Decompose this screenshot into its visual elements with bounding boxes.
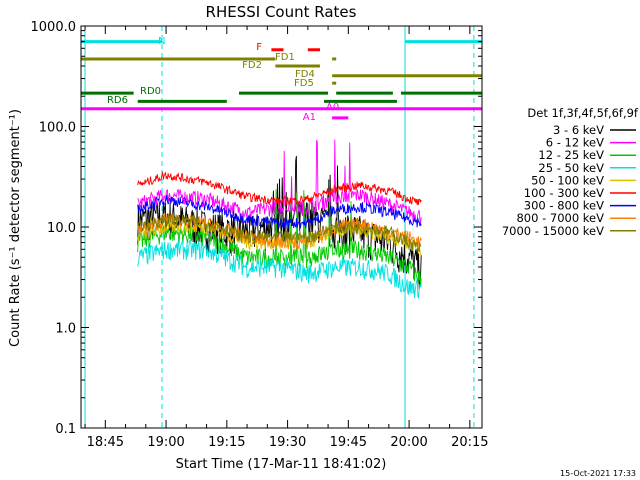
flag-label: RD0: [140, 86, 161, 97]
x-tick-label: 19:15: [208, 435, 245, 450]
x-tick-label: 20:00: [390, 435, 427, 450]
y-axis: 0.1 1.0 10.0 100.0 1000.0: [31, 20, 482, 437]
flag-label: A1: [303, 112, 316, 123]
flag-label: FD5: [294, 78, 314, 89]
legend-title: Det 1f,3f,4f,5f,6f,9f: [527, 106, 639, 120]
chart-title: RHESSI Count Rates: [206, 3, 357, 21]
legend-label: 12 - 25 keV: [538, 148, 604, 162]
flag-label: FD4: [295, 69, 315, 80]
flag-label: A0: [326, 102, 339, 113]
y-tick-label: 0.1: [55, 422, 76, 437]
y-tick-label: 1.0: [55, 322, 76, 337]
legend-label: 7000 - 15000 keV: [502, 224, 604, 238]
series-line: [137, 212, 422, 253]
legend-label: 6 - 12 keV: [546, 136, 604, 150]
legend-label: 300 - 800 keV: [524, 199, 604, 213]
flag-label: FD1: [275, 52, 295, 63]
flag-label: RD6: [107, 95, 128, 106]
y-axis-label: Count Rate (s⁻¹ detector segment⁻¹): [8, 109, 23, 347]
timestamp: 15-Oct-2021 17:33: [560, 469, 636, 478]
series-line: [137, 194, 422, 229]
legend-label: 800 - 7000 keV: [516, 211, 604, 225]
x-axis: 18:45 19:00 19:15 19:30 19:45 20:00 20:15: [84, 26, 489, 450]
y-tick-label: 1000.0: [31, 20, 77, 35]
x-axis-label: Start Time (17-Mar-11 18:41:02): [176, 457, 387, 472]
legend-label: 50 - 100 keV: [531, 173, 604, 187]
flag-label: N: [158, 36, 165, 47]
flag-label: FD2: [242, 60, 262, 71]
y-tick-label: 10.0: [47, 221, 76, 236]
x-tick-label: 19:45: [330, 435, 367, 450]
legend-label: 3 - 6 keV: [553, 123, 604, 137]
x-tick-label: 20:15: [451, 435, 488, 450]
legend-label: 100 - 300 keV: [524, 186, 604, 200]
y-tick-label: 100.0: [39, 121, 76, 136]
x-tick-label: 19:30: [269, 435, 306, 450]
flag-label: F: [256, 42, 262, 53]
series-line: [137, 171, 422, 206]
series-line: [137, 139, 422, 224]
legend-label: 25 - 50 keV: [538, 161, 604, 175]
series-line: [137, 240, 422, 299]
x-tick-label: 18:45: [87, 435, 124, 450]
x-tick-label: 19:00: [147, 435, 184, 450]
